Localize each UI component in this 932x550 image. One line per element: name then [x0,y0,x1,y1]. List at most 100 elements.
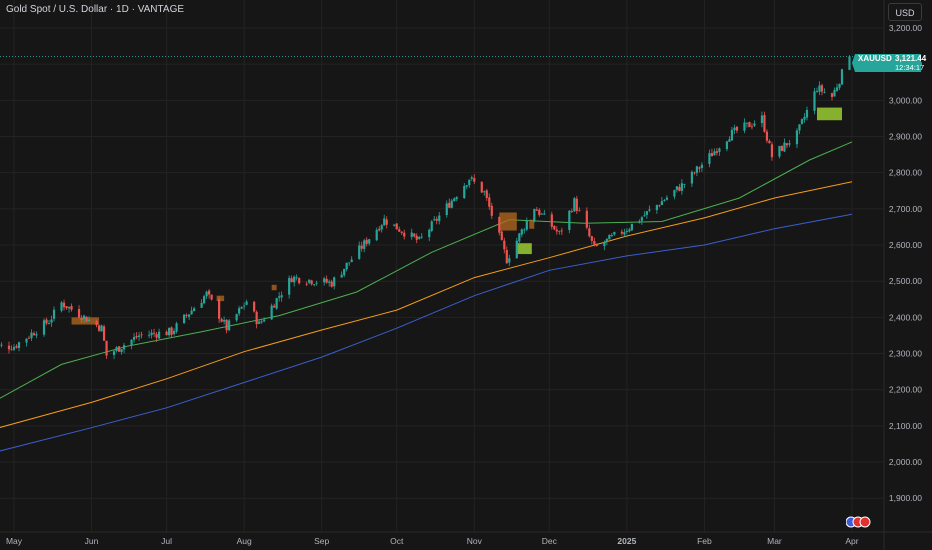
candle-body [695,166,699,173]
candle-body [505,249,508,264]
candle-body [70,306,73,310]
candle-body [298,277,301,284]
candle-body [358,245,361,259]
candle-body [463,185,466,199]
candle-body [573,198,576,212]
candle-body [438,215,441,222]
candle-body [665,197,668,200]
candle-body [25,338,28,343]
candle-body [172,330,176,334]
candle-body [595,245,598,246]
candle-body [80,318,83,321]
candle-body [433,219,436,221]
candle-body [238,308,241,314]
candle-body [130,339,133,346]
candle-body [603,242,606,247]
candle-body [795,130,799,145]
candle-body [718,148,721,152]
candle-body [643,215,646,217]
candle-body [218,299,221,319]
candle-body [663,200,666,202]
candle-body [648,209,651,211]
candle-body [480,181,483,193]
candle-body [730,129,734,141]
candle-body [345,262,348,270]
candle-body [628,229,631,232]
x-tick-label: Jun [85,536,99,546]
candle-body [102,326,106,341]
candle-body [540,213,543,215]
candle-body [47,323,51,324]
candle-body [30,332,33,339]
candle-body [848,56,851,70]
candle-body [7,345,11,350]
candle-body [243,305,246,307]
candle-body [67,306,71,309]
candle-body [420,236,423,238]
candle-body [273,305,276,308]
candle-body [838,83,841,88]
candle-body [815,91,819,92]
chart-title: Gold Spot / U.S. Dollar · 1D · VANTAGE [6,4,185,15]
candle-body [710,153,714,157]
candle-body [590,236,593,241]
candle-body [765,131,769,141]
candle-body [450,200,453,208]
candle-body [500,231,503,241]
currency-button[interactable]: USD [888,3,922,21]
price-tag-countdown: 12:34:17 [895,63,924,72]
candle-body [658,205,661,207]
candle-body [473,178,476,182]
x-tick-label: Nov [467,536,483,546]
candle-body [240,306,243,309]
candle-body [263,319,266,322]
candle-body [520,229,523,235]
candle-body [228,320,231,331]
candle-body [193,308,196,312]
candle-body [625,230,628,233]
candle-body [555,229,558,232]
candle-body [150,332,153,336]
candle-body [290,278,293,283]
candle-body [77,308,81,318]
price-tag: XAUUSD 3,121.44 12:34:17 [852,54,927,72]
candle-body [803,116,806,120]
candle-body [655,205,658,211]
candle-body [763,114,766,132]
candle-body [400,231,403,233]
candle-body [380,225,383,230]
event-flags-icon[interactable] [846,516,872,528]
candle-body [560,230,563,232]
candle-body [112,351,116,356]
candle-body [840,69,844,85]
candle-body [410,232,413,237]
candle-body [167,327,171,336]
grid [0,0,884,532]
candle-body [122,345,126,350]
candle-body [805,109,809,118]
candle-body [157,331,161,339]
candle-body [448,202,451,208]
candle-body [190,310,193,315]
candle-body [348,262,351,264]
y-tick-label: 2,100.00 [889,421,922,431]
candle-body [638,221,641,223]
candle-body [62,302,66,308]
candle-body [748,122,751,128]
candle-body [733,127,736,131]
candle-body [278,296,281,298]
candle-body [175,323,178,332]
candle-body [415,235,418,240]
candle-body [137,335,141,337]
y-tick-label: 2,900.00 [889,132,922,142]
candle-body [288,277,291,295]
candle-body [813,91,816,111]
candle-body [255,311,258,325]
candle-body [60,302,63,311]
candle-body [498,216,501,233]
candle-body [483,191,486,193]
ma-slow-line [0,213,853,452]
candle-body [620,231,623,234]
x-tick-label: 2025 [617,536,636,546]
